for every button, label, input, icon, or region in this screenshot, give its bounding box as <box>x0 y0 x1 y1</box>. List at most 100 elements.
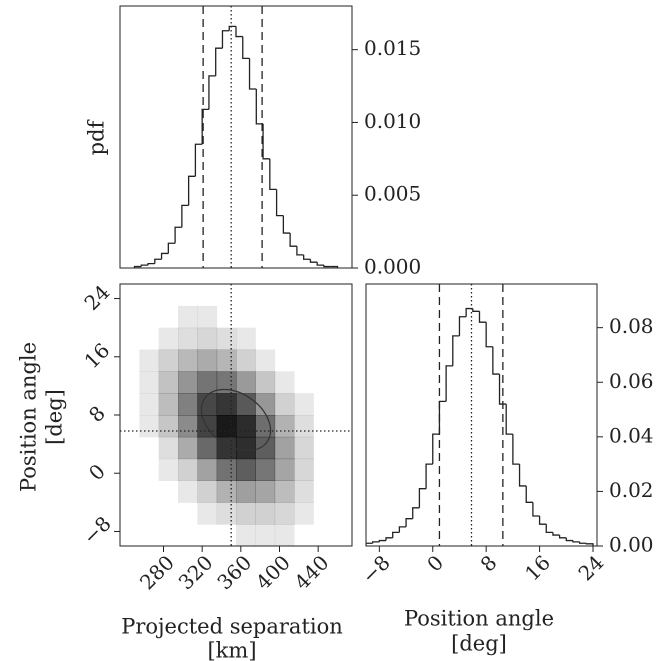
y-tick-label: 0.02 <box>609 478 654 502</box>
hist2d-cell <box>294 480 314 503</box>
y-tick-label: 8 <box>84 401 110 427</box>
hist-step <box>525 485 533 503</box>
hist2d-cell <box>236 458 256 481</box>
contour <box>200 388 272 452</box>
hist-step <box>565 537 573 542</box>
y-tick-label: 16 <box>79 338 114 373</box>
hist-step <box>366 542 373 546</box>
y-axis-label: [deg] <box>43 389 67 445</box>
hist2d-cell <box>333 437 353 459</box>
y-tick-label: 0.00 <box>609 533 654 557</box>
hist2d-cell <box>216 393 237 416</box>
hist2d-cell <box>236 284 256 306</box>
hist2d-cell <box>120 284 140 306</box>
hist2d-cell <box>313 284 333 306</box>
x-tick-label: 280 <box>135 550 179 594</box>
hist2d-cell <box>217 306 237 328</box>
hist-step <box>181 204 189 228</box>
hist2d-cell <box>197 458 218 481</box>
hist-step <box>323 265 331 268</box>
hist-step <box>512 434 520 465</box>
hist2d-cell <box>275 284 295 306</box>
hist-step <box>518 464 527 487</box>
hist2d-cell <box>178 458 198 481</box>
hist2d-cell <box>197 371 218 394</box>
hist2d-cell <box>120 481 140 503</box>
hist-step <box>228 25 236 31</box>
hist2d-cell <box>294 436 314 460</box>
hist2d-cell <box>255 328 275 350</box>
hist2d-cell <box>158 393 179 416</box>
hist2d-cell <box>197 327 218 350</box>
hist-step <box>262 123 270 160</box>
hist2d-cell <box>178 284 198 306</box>
hist2d-cell <box>139 284 159 306</box>
hist2d-cell <box>294 415 314 438</box>
hist2d-cell <box>120 371 140 393</box>
hist-step <box>472 308 480 312</box>
histogram <box>133 25 339 268</box>
hist2d-cell <box>236 393 256 416</box>
hist2d-cell <box>139 502 159 524</box>
hist2d-cell <box>158 415 179 438</box>
hist-step <box>154 258 162 264</box>
hist2d-cell <box>274 393 295 416</box>
hist2d-cell <box>216 480 237 503</box>
y-tick-label: 0.06 <box>609 369 654 393</box>
hist2d-cell <box>294 502 314 525</box>
hist-step <box>392 531 400 538</box>
hist-step <box>532 502 540 517</box>
x-tick-label: 16 <box>520 550 555 585</box>
hist2d-cell <box>255 480 276 503</box>
hist2d-cell <box>159 284 179 306</box>
hist2d-cell <box>275 350 295 372</box>
hist-step <box>147 262 155 266</box>
hist-step <box>140 264 149 267</box>
y-tick-label: 0.08 <box>609 314 654 338</box>
hist-step <box>498 374 507 405</box>
hist-step <box>458 316 467 336</box>
hist-step <box>405 518 413 527</box>
hist2d-cell <box>333 350 353 372</box>
x-axis-label: Projected separation <box>121 615 343 639</box>
hist2d-cell <box>159 306 179 328</box>
hist-step <box>269 158 277 191</box>
hist2d-cell <box>313 306 333 328</box>
y-tick-label: 0 <box>84 459 110 485</box>
hist2d-cell <box>333 371 353 393</box>
hist2d-cell <box>216 349 237 372</box>
hist2d-cell <box>178 502 198 524</box>
hist2d-cell <box>197 393 218 416</box>
hist2d-cell <box>236 371 256 394</box>
hist2d-cell <box>255 458 276 481</box>
hist2d-cell <box>139 481 159 503</box>
hist-step <box>221 30 230 49</box>
hist2d-cell <box>275 306 295 328</box>
hist2d-cell <box>313 502 333 524</box>
hist-step <box>303 254 311 260</box>
hist2d-cell <box>255 393 276 416</box>
hist-step <box>248 58 257 90</box>
hist2d-cell <box>158 371 179 394</box>
hist2d-cell <box>217 524 237 546</box>
hist2d-cell <box>158 349 179 372</box>
hist2d-cell <box>255 436 276 460</box>
hist2d-cell <box>178 480 198 503</box>
hist2d-cell <box>333 415 353 437</box>
hist-step <box>418 488 427 508</box>
hist2d-cell <box>333 459 353 481</box>
hist2d-cell <box>197 524 217 546</box>
hist2d-cell <box>178 349 198 372</box>
y-tick-label: 0.000 <box>364 255 421 279</box>
hist2d-cell <box>294 393 314 416</box>
hist-step <box>452 335 460 366</box>
hist2d-cell <box>274 524 295 546</box>
hist-step <box>255 88 264 125</box>
hist-step <box>545 524 553 534</box>
hist2d-cell <box>236 306 256 328</box>
x-tick-label: 440 <box>290 550 334 594</box>
hist-step <box>133 265 142 268</box>
hist2d-cell <box>313 393 333 415</box>
hist2d-cell <box>158 436 179 460</box>
